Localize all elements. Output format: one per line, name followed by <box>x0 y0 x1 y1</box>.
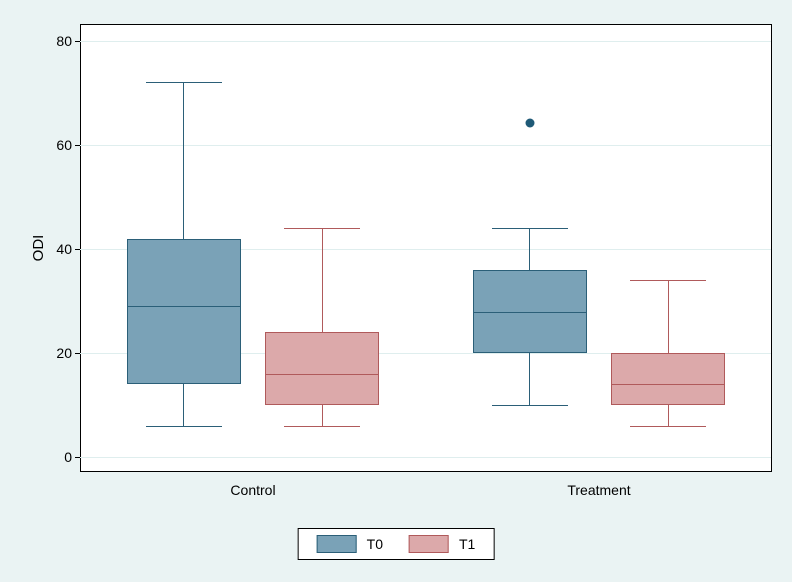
whisker-cap <box>146 426 222 427</box>
whisker-cap <box>284 426 360 427</box>
whisker-cap <box>630 426 706 427</box>
whisker <box>183 82 184 238</box>
median-line <box>127 306 241 307</box>
legend-swatch <box>317 535 357 553</box>
x-axis <box>80 471 771 472</box>
y-tick-label: 60 <box>56 137 80 153</box>
chart-container: 020406080ControlTreatment ODI T0T1 <box>0 0 792 582</box>
whisker-cap <box>146 82 222 83</box>
y-tick-label: 0 <box>64 449 80 465</box>
whisker <box>529 353 530 405</box>
whisker <box>322 405 323 426</box>
x-tick-label: Treatment <box>567 472 630 498</box>
y-tick-label: 40 <box>56 241 80 257</box>
whisker <box>322 228 323 332</box>
box <box>127 239 241 385</box>
legend-swatch <box>409 535 449 553</box>
legend-label: T1 <box>459 536 475 552</box>
whisker <box>183 384 184 426</box>
plot-area: 020406080ControlTreatment <box>80 24 772 472</box>
whisker-cap <box>492 405 568 406</box>
legend-item: T0 <box>317 535 383 553</box>
legend-label: T0 <box>367 536 383 552</box>
box <box>265 332 379 405</box>
outlier-point <box>525 118 534 127</box>
whisker-cap <box>630 280 706 281</box>
whisker-cap <box>284 228 360 229</box>
legend-item: T1 <box>409 535 475 553</box>
y-tick-label: 80 <box>56 33 80 49</box>
median-line <box>265 374 379 375</box>
whisker <box>529 228 530 270</box>
whisker <box>668 405 669 426</box>
gridline <box>80 41 771 42</box>
median-line <box>473 312 587 313</box>
whisker <box>668 280 669 353</box>
whisker-cap <box>492 228 568 229</box>
box <box>611 353 725 405</box>
x-tick-label: Control <box>230 472 275 498</box>
legend: T0 T1 <box>298 528 495 560</box>
y-tick-label: 20 <box>56 345 80 361</box>
median-line <box>611 384 725 385</box>
y-axis-title: ODI <box>30 235 47 262</box>
gridline <box>80 457 771 458</box>
